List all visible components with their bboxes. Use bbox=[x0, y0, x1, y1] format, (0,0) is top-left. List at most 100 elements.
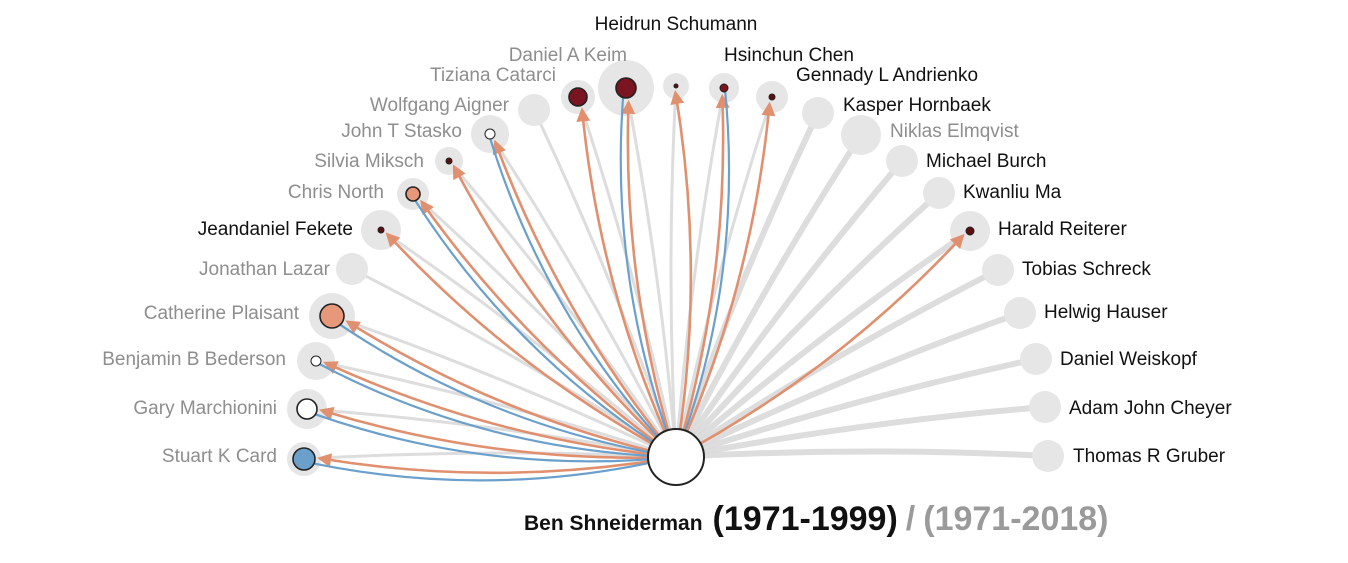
link-citing-chris-north bbox=[407, 188, 677, 458]
link-cited-jeandaniel-fekete bbox=[388, 235, 677, 459]
node-john-t-stasko[interactable] bbox=[484, 128, 496, 140]
link-citing-benjamin-b-bederson bbox=[310, 358, 677, 459]
link-cited-tiziana-catarci bbox=[581, 113, 678, 458]
link-cited-hsinchun-chen bbox=[674, 99, 725, 458]
link-gray-helwig-hauser bbox=[673, 310, 1023, 460]
label-kasper-hornbaek: Kasper Hornbaek bbox=[843, 95, 991, 116]
center-author-node bbox=[647, 428, 705, 486]
link-citing-stuart-k-card bbox=[292, 455, 677, 482]
arrowhead-gennady-l-andrienko bbox=[761, 101, 776, 117]
node-halo-jonathan-lazar bbox=[336, 253, 368, 285]
link-gray-tiziana-catarci bbox=[576, 95, 678, 459]
link-gray-niklas-elmqvist bbox=[673, 132, 864, 460]
label-daniel-weiskopf: Daniel Weiskopf bbox=[1060, 349, 1198, 370]
label-silvia-miksch: Silvia Miksch bbox=[314, 151, 424, 172]
link-gray-john-t-stasko bbox=[488, 132, 678, 459]
link-gray-hsinchun-chen bbox=[674, 86, 726, 459]
background-links bbox=[302, 84, 1051, 461]
node-halo-kwanliu-ma bbox=[923, 177, 955, 209]
node-halo-adam-john-cheyer bbox=[1029, 391, 1061, 423]
link-citing-catherine-plaisant bbox=[320, 310, 677, 459]
arrowhead-daniel-a-keim bbox=[621, 99, 636, 115]
link-gray-jeandaniel-fekete bbox=[379, 228, 678, 459]
label-helwig-hauser: Helwig Hauser bbox=[1044, 302, 1168, 323]
node-gennady-l-andrienko[interactable] bbox=[768, 93, 776, 101]
label-gary-marchionini: Gary Marchionini bbox=[133, 398, 277, 419]
link-gray-silvia-miksch bbox=[447, 159, 678, 459]
label-daniel-a-keim: Daniel A Keim bbox=[509, 45, 627, 66]
node-heidrun-schumann[interactable] bbox=[673, 83, 679, 89]
link-gray-catherine-plaisant bbox=[330, 314, 678, 459]
link-gray-tobias-schreck bbox=[673, 267, 1001, 460]
label-stuart-k-card: Stuart K Card bbox=[162, 446, 277, 467]
link-gray-thomas-r-gruber bbox=[673, 448, 1051, 460]
label-jeandaniel-fekete: Jeandaniel Fekete bbox=[198, 219, 353, 240]
label-kwanliu-ma: Kwanliu Ma bbox=[963, 182, 1062, 203]
label-adam-john-cheyer: Adam John Cheyer bbox=[1069, 398, 1232, 419]
link-citing-daniel-a-keim bbox=[619, 77, 678, 458]
arrowhead-tiziana-catarci bbox=[576, 107, 591, 123]
link-citing-hsinchun-chen bbox=[674, 83, 731, 458]
label-catherine-plaisant: Catherine Plaisant bbox=[144, 303, 300, 324]
link-cited-gennady-l-andrienko bbox=[674, 107, 771, 458]
node-halo-niklas-elmqvist bbox=[841, 115, 881, 155]
link-cited-heidrun-schumann bbox=[674, 95, 693, 458]
node-hsinchun-chen[interactable] bbox=[719, 83, 729, 93]
center-node-circle[interactable] bbox=[647, 428, 705, 486]
link-cited-daniel-a-keim bbox=[626, 105, 678, 458]
arrowhead-benjamin-b-bederson bbox=[323, 361, 339, 375]
label-wolfgang-aigner: Wolfgang Aigner bbox=[370, 95, 510, 116]
label-thomas-r-gruber: Thomas R Gruber bbox=[1073, 446, 1226, 467]
focus-year-range: (1971-1999) bbox=[712, 500, 898, 538]
link-cited-gary-marchionini bbox=[324, 410, 677, 460]
link-cited-benjamin-b-bederson bbox=[328, 363, 677, 459]
label-michael-burch: Michael Burch bbox=[926, 151, 1046, 172]
arrowhead-jeandaniel-fekete bbox=[385, 232, 401, 248]
label-john-t-stasko: John T Stasko bbox=[341, 121, 462, 142]
link-gray-daniel-weiskopf bbox=[673, 356, 1039, 460]
link-cited-chris-north bbox=[422, 203, 677, 459]
node-harald-reiterer[interactable] bbox=[965, 226, 975, 236]
center-author-name: Ben Shneiderman bbox=[524, 512, 703, 535]
label-tobias-schreck: Tobias Schreck bbox=[1022, 259, 1151, 280]
range-separator: / bbox=[905, 500, 916, 538]
link-gray-adam-john-cheyer bbox=[673, 404, 1048, 460]
node-halo-michael-burch bbox=[886, 145, 918, 177]
node-halo-helwig-hauser bbox=[1004, 297, 1036, 329]
node-chris-north[interactable] bbox=[405, 186, 421, 202]
arrowhead-catherine-plaisant bbox=[345, 320, 361, 334]
link-cited-harald-reiterer bbox=[675, 237, 962, 459]
node-silvia-miksch[interactable] bbox=[445, 157, 453, 165]
link-citing-gary-marchionini bbox=[296, 406, 677, 463]
node-halo-wolfgang-aigner bbox=[518, 94, 550, 126]
node-halo-daniel-weiskopf bbox=[1020, 343, 1052, 375]
node-tiziana-catarci[interactable] bbox=[568, 87, 588, 107]
author-nodes bbox=[292, 77, 975, 471]
link-gray-daniel-a-keim bbox=[624, 86, 678, 459]
link-cited-john-t-stasko bbox=[495, 144, 678, 458]
node-gary-marchionini[interactable] bbox=[296, 398, 318, 420]
node-stuart-k-card[interactable] bbox=[292, 447, 316, 471]
arrowhead-john-t-stasko bbox=[492, 139, 506, 156]
link-citing-john-t-stasko bbox=[486, 129, 677, 458]
node-catherine-plaisant[interactable] bbox=[319, 303, 345, 329]
link-gray-gennady-l-andrienko bbox=[674, 95, 774, 459]
arrowhead-harald-reiterer bbox=[949, 233, 965, 249]
label-jonathan-lazar: Jonathan Lazar bbox=[199, 259, 331, 280]
ego-caption: Ben Shneiderman (1971-1999) / (1971-2018) bbox=[524, 500, 1109, 539]
label-gennady-l-andrienko: Gennady L Andrienko bbox=[796, 65, 978, 86]
node-halo-kasper-hornbaek bbox=[802, 97, 834, 129]
link-gray-kwanliu-ma bbox=[673, 190, 942, 460]
link-gray-michael-burch bbox=[673, 158, 905, 460]
arrowhead-gary-marchionini bbox=[319, 406, 335, 421]
arrowhead-heidrun-schumann bbox=[670, 90, 685, 106]
node-daniel-a-keim[interactable] bbox=[615, 77, 637, 99]
node-jeandaniel-fekete[interactable] bbox=[377, 226, 385, 234]
node-benjamin-b-bederson[interactable] bbox=[310, 355, 322, 367]
node-halo-tobias-schreck bbox=[982, 254, 1014, 286]
arrowhead-stuart-k-card bbox=[317, 453, 333, 468]
link-cited-catherine-plaisant bbox=[349, 322, 677, 459]
link-gray-harald-reiterer bbox=[673, 228, 973, 460]
label-niklas-elmqvist: Niklas Elmqvist bbox=[890, 121, 1020, 142]
